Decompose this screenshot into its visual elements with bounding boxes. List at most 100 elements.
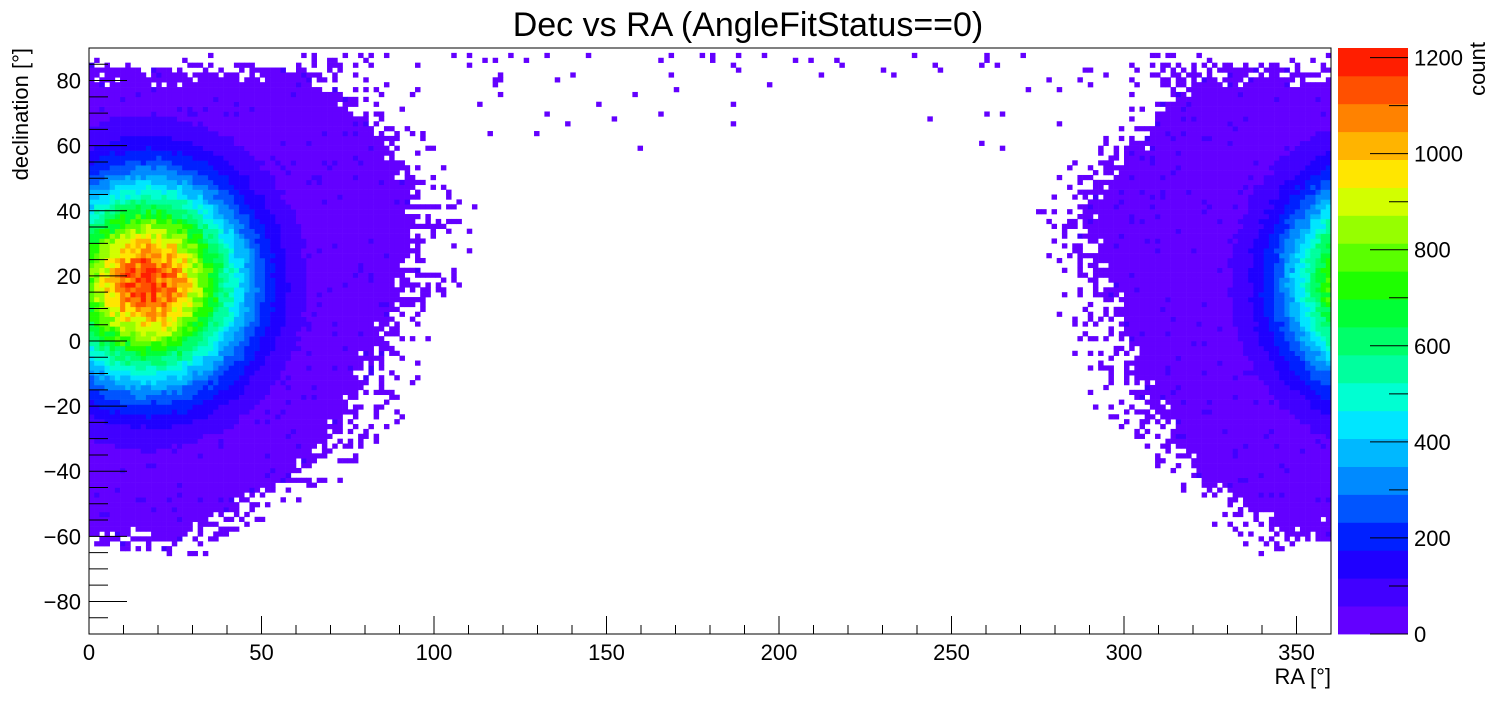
heatmap-cell: [130, 370, 136, 376]
heatmap-cell: [125, 419, 131, 425]
heatmap-cell: [94, 209, 100, 215]
heatmap-cell: [321, 277, 328, 283]
heatmap-cell: [270, 472, 276, 479]
heatmap-cell: [383, 218, 390, 225]
heatmap-cell: [275, 174, 281, 181]
heatmap-cell: [239, 257, 245, 264]
heatmap-cell: [337, 399, 343, 405]
heatmap-cell: [296, 72, 302, 78]
heatmap-cell: [228, 365, 235, 371]
heatmap-cell: [249, 458, 255, 464]
heatmap-cell: [140, 82, 147, 88]
heatmap-cell: [270, 106, 276, 112]
heatmap-cell: [135, 492, 142, 498]
heatmap-cell: [358, 360, 364, 366]
heatmap-cell: [94, 350, 100, 356]
heatmap-cell: [244, 111, 250, 117]
heatmap-cell: [208, 336, 214, 342]
heatmap-cell: [332, 72, 338, 78]
heatmap-cell: [316, 282, 323, 288]
heatmap-cell: [202, 326, 209, 332]
heatmap-cell: [161, 326, 167, 332]
heatmap-cell: [368, 365, 374, 371]
heatmap-cell: [140, 228, 147, 234]
heatmap-cell: [332, 214, 338, 220]
heatmap-cell: [114, 131, 121, 137]
heatmap-cell: [270, 365, 276, 371]
heatmap-cell: [104, 179, 110, 186]
heatmap-cell: [275, 370, 281, 376]
heatmap-cell: [213, 301, 219, 308]
heatmap-cell: [145, 116, 152, 122]
heatmap-cell: [358, 316, 364, 322]
heatmap-cell: [383, 301, 390, 308]
heatmap-cell: [337, 341, 343, 347]
heatmap-cell: [202, 511, 209, 518]
heatmap-cell: [259, 360, 266, 366]
heatmap-cell: [176, 345, 183, 352]
heatmap-cell: [171, 526, 178, 532]
heatmap-cell: [109, 297, 116, 303]
heatmap-cell: [151, 482, 157, 488]
heatmap-cell: [99, 282, 105, 288]
heatmap-cell: [187, 355, 193, 361]
heatmap-cell: [290, 458, 297, 464]
heatmap-cell: [114, 238, 121, 244]
heatmap-cell: [223, 106, 230, 112]
heatmap-cell: [135, 121, 142, 127]
heatmap-cell: [275, 375, 281, 381]
heatmap-cell: [373, 253, 380, 259]
heatmap-cell: [296, 116, 302, 122]
heatmap-cell: [130, 414, 136, 420]
heatmap-cell: [337, 223, 343, 229]
heatmap-cell: [358, 194, 364, 200]
heatmap-cell: [275, 433, 281, 439]
heatmap-cell: [383, 424, 390, 430]
heatmap-cell: [327, 204, 333, 210]
heatmap-cell: [114, 424, 121, 430]
heatmap-cell: [151, 350, 157, 356]
heatmap-cell: [89, 223, 95, 229]
heatmap-cell: [270, 223, 276, 229]
heatmap-cell: [352, 389, 359, 396]
heatmap-cell: [352, 453, 359, 459]
heatmap-cell: [156, 477, 162, 483]
heatmap-cell: [156, 458, 162, 464]
heatmap-cell: [275, 414, 281, 420]
heatmap-cell: [327, 394, 333, 400]
heatmap-cell: [327, 321, 333, 327]
heatmap-cell: [176, 96, 183, 103]
heatmap-cell: [197, 267, 204, 273]
heatmap-cell: [239, 463, 245, 469]
heatmap-cell: [383, 52, 390, 59]
heatmap-cell: [109, 223, 116, 229]
heatmap-cell: [151, 433, 157, 439]
heatmap-cell: [145, 448, 152, 454]
heatmap-cell: [151, 287, 157, 293]
heatmap-cell: [290, 443, 297, 449]
heatmap-cell: [347, 370, 354, 376]
heatmap-cell: [202, 477, 209, 483]
heatmap-cell: [89, 233, 95, 239]
heatmap-cell: [145, 111, 152, 117]
heatmap-cell: [264, 292, 271, 298]
heatmap-cell: [120, 341, 126, 347]
heatmap-cell: [285, 443, 292, 449]
heatmap-cell: [187, 228, 193, 234]
heatmap-cell: [285, 126, 292, 132]
heatmap-cell: [114, 282, 121, 288]
heatmap-cell: [89, 101, 95, 107]
heatmap-cell: [166, 257, 173, 264]
heatmap-cell: [332, 257, 338, 264]
heatmap-cell: [104, 321, 110, 327]
heatmap-cell: [125, 111, 131, 117]
heatmap-cell: [213, 91, 219, 98]
heatmap-cell: [94, 160, 100, 166]
heatmap-cell: [352, 199, 359, 205]
heatmap-cell: [109, 77, 116, 83]
heatmap-cell: [275, 96, 281, 103]
heatmap-cell: [120, 67, 126, 73]
heatmap-cell: [311, 155, 317, 161]
heatmap-cell: [109, 306, 116, 312]
heatmap-cell: [233, 463, 240, 469]
